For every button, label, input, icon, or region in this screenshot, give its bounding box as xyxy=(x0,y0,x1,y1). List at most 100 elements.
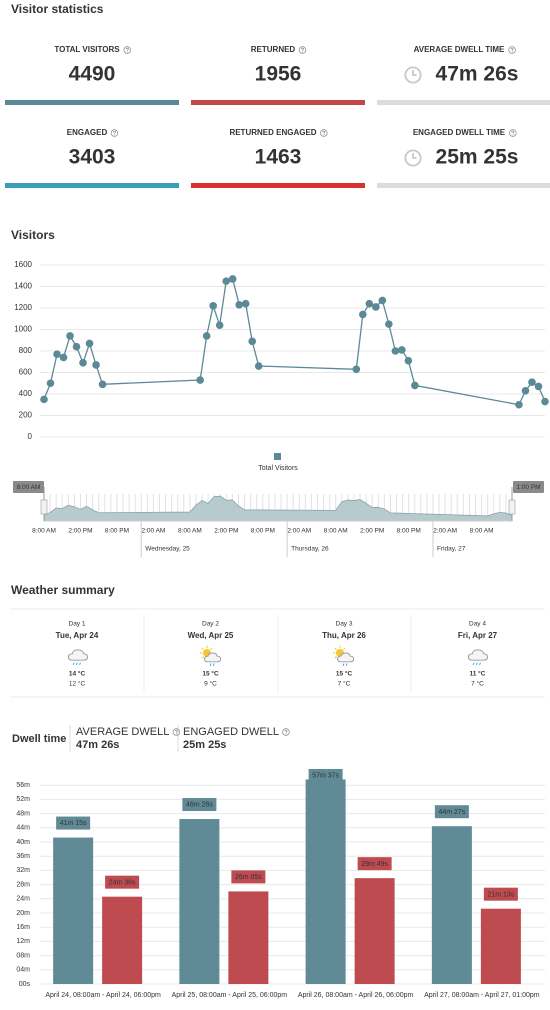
bar xyxy=(179,819,220,984)
line xyxy=(43,278,546,406)
stat-bar xyxy=(377,183,550,188)
weather-high: 14 °C xyxy=(69,670,86,678)
navigator-tick-label: 2:00 PM xyxy=(214,528,238,535)
point xyxy=(46,379,55,388)
y-tick-label: 400 xyxy=(19,389,33,398)
value-label-box xyxy=(483,887,518,901)
value-label-box xyxy=(56,816,91,830)
weather-icon xyxy=(467,649,489,666)
stat-bar xyxy=(5,183,179,188)
point xyxy=(391,347,400,355)
y-tick-label: 16m xyxy=(16,924,30,931)
stat-value: 1956 xyxy=(255,63,302,86)
x-tick-label: April 25, 08:00am - April 25, 06:00pm xyxy=(172,992,288,999)
stat-value: 47m 26s xyxy=(436,63,519,86)
point xyxy=(72,342,81,351)
stat-bar xyxy=(377,100,550,105)
value-label: 21m 13s xyxy=(487,891,514,898)
weather-date: Thu, Apr 26 xyxy=(322,631,366,640)
y-tick-label: 1600 xyxy=(14,260,32,269)
point xyxy=(404,356,413,365)
weather-low: 9 °C xyxy=(204,680,217,688)
weather-high: 15 °C xyxy=(336,670,353,678)
y-tick-label: 48m xyxy=(16,810,30,817)
section-title: Dwell time xyxy=(12,733,66,745)
bar xyxy=(431,826,472,984)
stat-value: 1463 xyxy=(255,146,302,169)
point xyxy=(222,277,230,285)
weather-icon xyxy=(67,649,89,666)
point xyxy=(98,380,107,389)
navigator-handle-label: 8:00 AM xyxy=(17,484,41,491)
y-tick-label: 1200 xyxy=(14,303,32,312)
point xyxy=(215,321,224,330)
point xyxy=(228,275,237,283)
weather-date: Fri, Apr 27 xyxy=(458,631,498,640)
point xyxy=(196,376,204,384)
navigator-tick-label: 8:00 AM xyxy=(324,528,348,535)
y-tick-label: 800 xyxy=(19,346,33,355)
weather-day: Day 1 xyxy=(69,621,86,628)
dwell-value: 25m 25s xyxy=(183,739,226,751)
stat-label: ENGAGED xyxy=(67,128,108,137)
help-icon xyxy=(508,46,516,54)
y-tick-label: 0 xyxy=(28,432,33,441)
value-label-box xyxy=(182,798,217,812)
value-label-box xyxy=(357,857,392,871)
navigator-tick-label: 2:00 AM xyxy=(287,528,311,535)
stat-label: RETURNED xyxy=(251,45,296,54)
point xyxy=(40,395,48,404)
y-tick-label: 40m xyxy=(16,839,30,846)
help-icon xyxy=(509,129,517,137)
dwell-value: 47m 26s xyxy=(76,739,119,751)
help-icon xyxy=(172,728,181,736)
point xyxy=(378,296,387,305)
y-tick-label: 44m xyxy=(16,825,30,832)
help-icon xyxy=(320,129,328,137)
value-label: 44m 27s xyxy=(438,809,465,816)
bar xyxy=(354,878,395,984)
point xyxy=(241,299,250,308)
stat-value: 25m 25s xyxy=(436,146,519,169)
point xyxy=(235,300,243,309)
point xyxy=(209,302,217,310)
legend-marker xyxy=(274,453,281,460)
dwell-label: ENGAGED DWELL xyxy=(183,726,279,738)
stat-label: TOTAL VISITORS xyxy=(54,45,120,54)
bar xyxy=(228,891,269,984)
y-tick-label: 52m xyxy=(16,796,30,803)
value-label-box xyxy=(105,875,140,889)
navigator-tick-label: 2:00 AM xyxy=(141,528,165,535)
bar xyxy=(305,779,346,984)
navigator-day-label: Wednesday, 25 xyxy=(145,546,190,553)
navigator-grip xyxy=(508,499,516,515)
point xyxy=(92,361,100,369)
y-tick-label: 04m xyxy=(16,967,30,974)
navigator-tick-label: 2:00 AM xyxy=(433,528,457,535)
y-tick-label: 24m xyxy=(16,896,30,903)
section-title: Visitor statistics xyxy=(11,2,104,16)
point xyxy=(79,359,87,367)
weather-day: Day 3 xyxy=(336,621,353,628)
y-tick-label: 56m xyxy=(16,782,30,789)
value-label-box xyxy=(434,805,469,819)
section-title: Visitors xyxy=(11,228,55,242)
navigator-handle-label: 1:00 PM xyxy=(516,484,540,491)
point xyxy=(515,400,523,409)
navigator-handle-box xyxy=(13,481,44,493)
bar xyxy=(480,908,521,984)
weather-day: Day 4 xyxy=(469,621,486,628)
navigator-tick-label: 2:00 PM xyxy=(360,528,384,535)
clock-icon xyxy=(404,149,422,167)
stat-label: ENGAGED DWELL TIME xyxy=(413,128,506,137)
point xyxy=(372,303,380,311)
navigator-handle-box xyxy=(513,481,544,493)
weather-high: 15 °C xyxy=(202,670,219,678)
point xyxy=(411,381,419,390)
point xyxy=(59,353,68,362)
section-title: Weather summary xyxy=(11,583,115,597)
point xyxy=(85,339,94,348)
point xyxy=(385,320,393,328)
